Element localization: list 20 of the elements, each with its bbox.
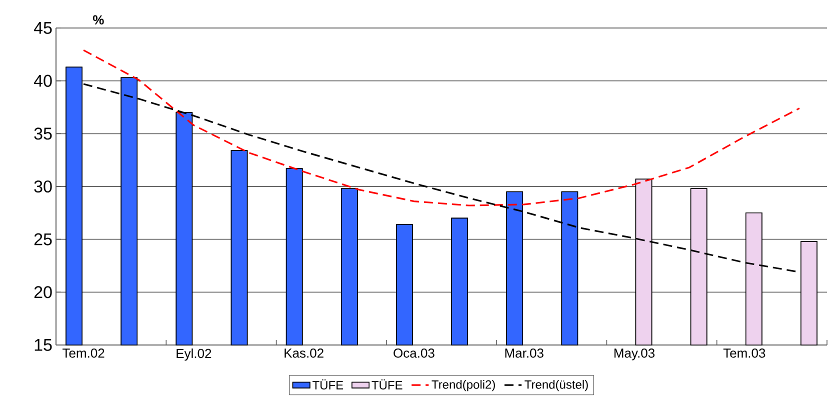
x-tick-label: Eyl.02	[176, 348, 212, 361]
legend-label: Trend(poli2)	[432, 380, 495, 392]
y-axis-title: %	[92, 15, 104, 24]
y-tick-label: 40	[34, 74, 52, 87]
y-tick-label: 15	[34, 339, 52, 351]
legend-label: TÜFE	[312, 379, 344, 390]
x-tick-label: May.03	[614, 348, 655, 360]
x-tick-label: Tem.02	[62, 348, 104, 358]
x-tick-label: Tem.03	[723, 348, 766, 358]
x-tick-label: Mar.03	[505, 348, 544, 358]
line-series	[82, 49, 800, 206]
legend-label: Trend(üstel)	[524, 380, 588, 392]
legend-label: TÜFE	[372, 379, 402, 390]
x-tick-label: Oca.03	[394, 348, 434, 358]
y-tick-label: 20	[34, 286, 52, 298]
y-tick-label: 30	[34, 180, 52, 193]
y-tick-label: 35	[34, 128, 52, 140]
y-tick-label: 45	[34, 22, 52, 34]
y-tick-label: 25	[34, 233, 52, 246]
x-tick-label: Kas.02	[284, 348, 324, 358]
